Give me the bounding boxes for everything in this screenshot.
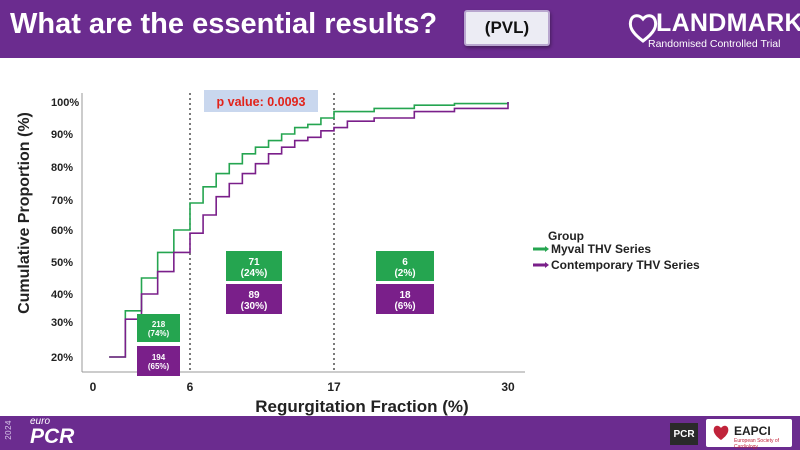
x-tick-label: 17 — [327, 380, 341, 394]
header-bar — [0, 0, 800, 58]
count-box-myval-6-17 — [226, 251, 282, 281]
landmark-heart-icon — [628, 14, 658, 43]
count-percent-contemporary-0-6: (65%) — [148, 362, 170, 371]
x-tick-label: 6 — [187, 380, 194, 394]
p-value-label: p value: 0.0093 — [217, 95, 306, 109]
slide-title: What are the essential results? — [10, 8, 438, 40]
y-tick-label: 20% — [51, 352, 73, 364]
footer-bar — [0, 416, 800, 450]
count-percent-contemporary-17-30: (6%) — [394, 301, 415, 312]
legend-title: Group — [548, 229, 584, 243]
legend-item: Myval THV Series — [551, 242, 651, 256]
eapci-subtitle: European Society of Cardiology — [734, 438, 780, 450]
pcr-small-logo: PCR — [670, 423, 698, 445]
y-tick-label: 100% — [51, 97, 79, 109]
count-value-myval-0-6: 218 — [152, 320, 166, 329]
eapci-logo: EAPCI European Society of Cardiology — [706, 419, 792, 450]
count-percent-myval-6-17: (24%) — [241, 268, 268, 279]
pvl-tag: (PVL) — [464, 10, 550, 46]
y-tick-label: 50% — [51, 257, 73, 269]
legend-arrow — [545, 246, 549, 252]
footer-year: 2024 — [4, 420, 13, 440]
y-tick-label: 80% — [51, 162, 73, 174]
count-value-myval-6-17: 71 — [248, 257, 260, 268]
x-axis-title: Regurgitation Fraction (%) — [255, 397, 468, 416]
y-axis-title: Cumulative Proportion (%) — [16, 112, 33, 314]
count-box-contemporary-17-30 — [376, 284, 434, 314]
eapci-heart-icon — [713, 425, 729, 440]
count-value-contemporary-17-30: 18 — [399, 290, 411, 301]
series-line-myval — [109, 102, 509, 358]
count-value-contemporary-0-6: 194 — [152, 353, 166, 362]
count-value-myval-17-30: 6 — [402, 257, 408, 268]
y-tick-label: 70% — [51, 195, 73, 207]
eapci-text: EAPCI — [734, 424, 771, 438]
landmark-logo-subtitle: Randomised Controlled Trial — [648, 38, 781, 50]
y-tick-label: 30% — [51, 317, 73, 329]
landmark-logo-text: LANDMARK — [656, 9, 800, 37]
count-box-myval-0-6 — [137, 314, 180, 342]
cumulative-chart: 20% 30% 40% 50% 60% 70% 80% 90% 100% 0 6 17 30 Regurg… — [16, 90, 700, 416]
x-tick-label: 30 — [501, 380, 515, 394]
count-percent-contemporary-6-17: (30%) — [241, 301, 268, 312]
y-tick-label: 60% — [51, 225, 73, 237]
legend-item: Contemporary THV Series — [551, 258, 700, 272]
y-tick-label: 40% — [51, 289, 73, 301]
footer-euro: euro — [30, 416, 51, 427]
y-tick-label: 90% — [51, 129, 73, 141]
count-value-contemporary-6-17: 89 — [248, 290, 260, 301]
p-value-box — [204, 90, 318, 112]
count-box-contemporary-0-6 — [137, 346, 180, 376]
count-box-myval-17-30 — [376, 251, 434, 281]
europcr-logo: PCR — [30, 425, 75, 448]
count-percent-myval-0-6: (74%) — [148, 329, 170, 338]
count-box-contemporary-6-17 — [226, 284, 282, 314]
series-line-contemporary — [109, 102, 509, 358]
legend-arrow — [545, 262, 549, 268]
count-percent-myval-17-30: (2%) — [394, 268, 415, 279]
x-tick-label: 0 — [90, 380, 97, 394]
